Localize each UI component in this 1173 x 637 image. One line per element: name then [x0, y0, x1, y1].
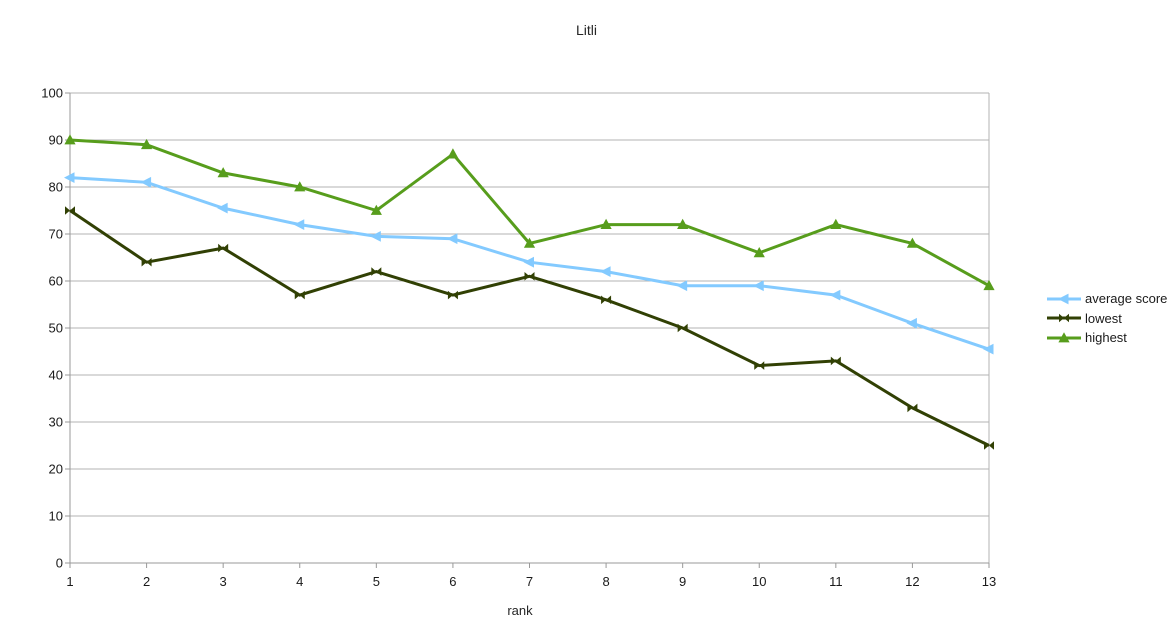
x-tick-label: 6: [449, 574, 456, 589]
marker-highest: [830, 218, 842, 229]
chart-title: Litli: [575, 22, 597, 38]
x-tick-label: 1: [66, 574, 73, 589]
x-tick-label: 2: [143, 574, 150, 589]
marker-average-score: [906, 317, 917, 329]
marker-lowest: [141, 257, 152, 267]
legend-label: average score: [1085, 291, 1168, 307]
x-tick-label: 7: [526, 574, 533, 589]
x-tick-label: 4: [296, 574, 303, 589]
x-tick-label: 12: [905, 574, 919, 589]
marker-highest: [447, 148, 459, 159]
legend-swatch-highest: [1047, 331, 1081, 343]
marker-highest: [906, 237, 919, 248]
marker-highest: [677, 218, 689, 229]
marker-lowest: [677, 323, 688, 333]
legend-label: highest: [1085, 330, 1127, 346]
marker-lowest: [218, 243, 229, 253]
marker-lowest: [65, 206, 75, 215]
y-tick-label: 10: [49, 509, 63, 524]
marker-average-score: [370, 230, 381, 242]
legend-swatch-lowest: [1047, 313, 1081, 323]
marker-highest: [600, 218, 612, 229]
marker-average-score: [829, 289, 841, 301]
marker-lowest: [754, 361, 765, 370]
legend-item-highest: highest: [1046, 328, 1167, 348]
marker-average-score: [983, 343, 994, 355]
marker-lowest: [371, 267, 382, 276]
y-tick-label: 50: [49, 321, 63, 336]
x-tick-label: 5: [373, 574, 380, 589]
marker-lowest: [830, 356, 841, 366]
y-tick-label: 20: [49, 462, 63, 477]
marker-highest: [983, 279, 995, 291]
marker-average-score: [600, 266, 611, 277]
legend-label: lowest: [1085, 310, 1122, 326]
marker-average-score: [64, 172, 75, 183]
x-tick-label: 3: [220, 574, 227, 589]
marker-average-score: [140, 176, 152, 188]
marker-highest: [523, 237, 536, 248]
y-tick-label: 60: [49, 274, 63, 289]
x-tick-label: 8: [602, 574, 609, 589]
marker-lowest: [524, 272, 535, 281]
marker-lowest: [907, 403, 918, 413]
marker-average-score: [293, 219, 305, 230]
x-tick-label: 10: [752, 574, 766, 589]
marker-average-score: [217, 202, 228, 214]
marker-highest: [753, 247, 765, 258]
y-tick-label: 40: [49, 368, 63, 383]
marker-lowest: [294, 290, 305, 300]
y-tick-label: 70: [49, 227, 63, 242]
marker-average-score: [676, 280, 688, 292]
x-tick-label: 9: [679, 574, 686, 589]
marker-lowest: [984, 441, 994, 450]
y-tick-label: 30: [49, 415, 63, 430]
marker-average-score: [446, 233, 458, 245]
marker-highest: [217, 167, 229, 178]
legend-swatch-average-score: [1047, 293, 1081, 305]
y-tick-label: 90: [49, 133, 63, 148]
x-tick-label: 11: [829, 574, 843, 589]
y-tick-label: 100: [41, 86, 63, 101]
marker-average-score: [753, 280, 764, 292]
marker-lowest: [601, 295, 612, 305]
marker-highest: [294, 181, 306, 192]
marker-highest: [64, 134, 76, 145]
legend: average score lowest highest: [1046, 289, 1167, 348]
y-tick-label: 0: [56, 556, 63, 571]
marker-highest: [370, 204, 382, 215]
x-tick-label: 13: [982, 574, 996, 589]
x-axis-title: rank: [507, 603, 533, 618]
y-tick-label: 80: [49, 180, 63, 195]
marker-average-score: [523, 256, 534, 268]
legend-item-lowest: lowest: [1046, 309, 1167, 329]
marker-highest: [140, 138, 153, 150]
legend-item-average-score: average score: [1046, 289, 1167, 309]
marker-lowest: [447, 290, 458, 300]
